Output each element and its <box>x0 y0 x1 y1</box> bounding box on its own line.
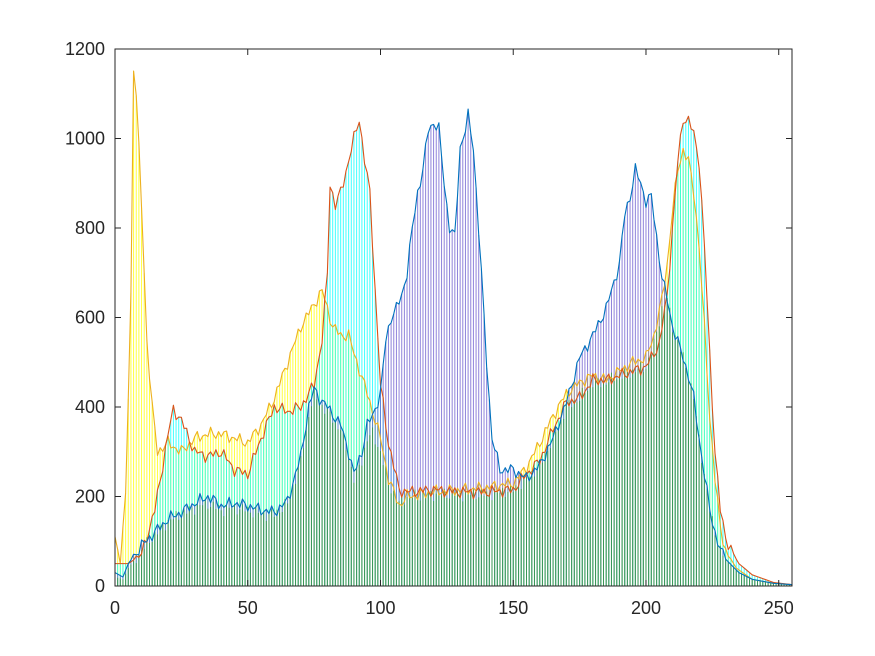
x-tick-label: 150 <box>498 598 528 618</box>
x-tick-label: 200 <box>631 598 661 618</box>
y-tick-label: 0 <box>95 576 105 596</box>
x-tick-label: 0 <box>110 598 120 618</box>
x-tick-label: 100 <box>365 598 395 618</box>
series-lines <box>114 70 793 586</box>
x-tick-label: 250 <box>764 598 794 618</box>
series-blue-line <box>114 108 793 586</box>
y-tick-label: 600 <box>75 308 105 328</box>
series-yellow-line <box>114 70 793 586</box>
x-axis: 0 50 100 150 200 250 <box>110 598 794 618</box>
y-tick-label: 200 <box>75 487 105 507</box>
axis-ticks <box>114 48 792 587</box>
y-tick-label: 1200 <box>65 39 105 59</box>
y-tick-label: 1000 <box>65 129 105 149</box>
series-red-line <box>115 115 793 586</box>
series-green-bars <box>114 298 793 586</box>
y-axis: 0 200 400 600 800 1000 1200 <box>65 39 105 596</box>
x-tick-label: 50 <box>238 598 258 618</box>
y-tick-label: 800 <box>75 218 105 238</box>
histogram-bars <box>114 71 793 586</box>
y-tick-label: 400 <box>75 397 105 417</box>
